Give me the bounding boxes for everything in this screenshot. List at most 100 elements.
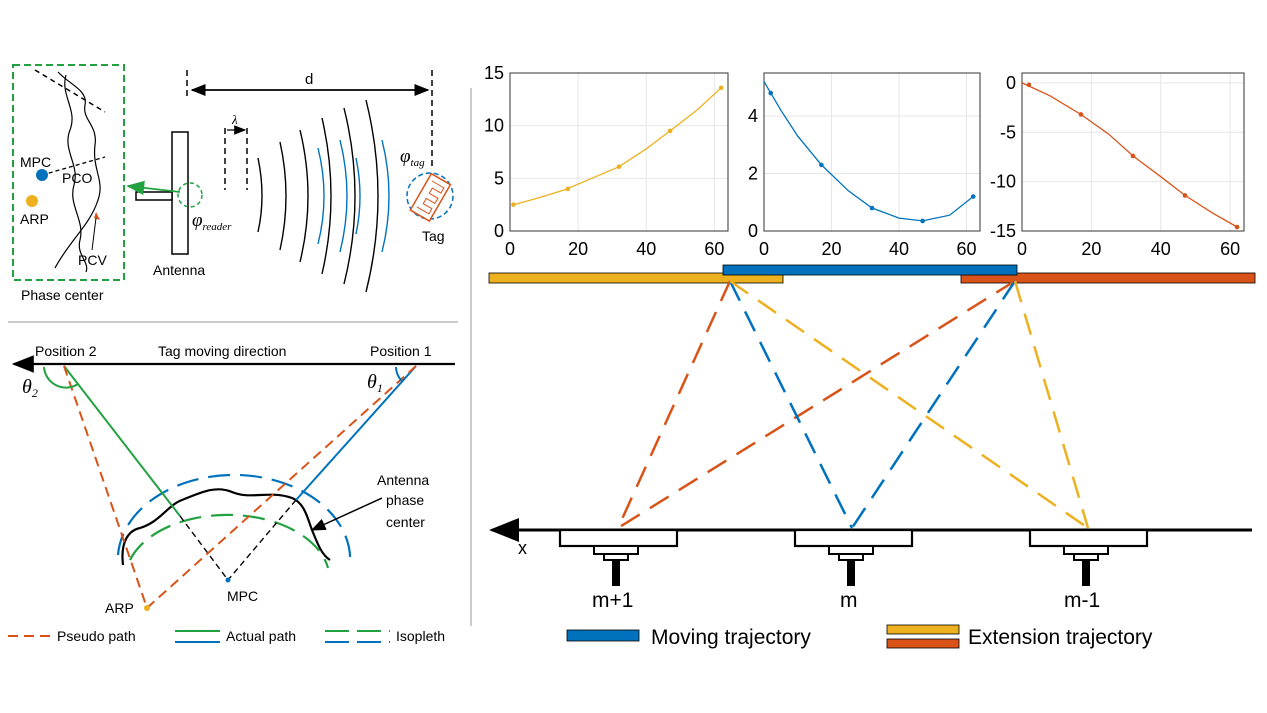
data-point bbox=[565, 186, 571, 192]
data-point bbox=[819, 162, 824, 168]
data-point bbox=[1026, 82, 1032, 88]
arp-label: ARP bbox=[105, 600, 134, 616]
data-point bbox=[511, 202, 516, 207]
y-tick-label: 2 bbox=[748, 164, 758, 184]
wavefront-black bbox=[365, 99, 379, 293]
mpc-path-left bbox=[179, 515, 229, 581]
antenna-base bbox=[838, 553, 864, 561]
antenna-mount bbox=[135, 191, 173, 201]
antenna-label-m-minus-1: m-1 bbox=[1064, 589, 1100, 612]
isopleth-blue-arc bbox=[116, 473, 352, 566]
antenna-housing bbox=[1028, 528, 1149, 548]
antenna-label-m: m bbox=[840, 589, 858, 612]
theta2-label: θ2 bbox=[22, 376, 38, 400]
wavefront-blue bbox=[339, 139, 348, 253]
y-tick-label: 0 bbox=[748, 221, 758, 241]
extension-bar-yellow bbox=[488, 272, 784, 284]
actual-path-blue bbox=[295, 365, 417, 501]
antenna-bracket bbox=[828, 545, 874, 555]
x-tick-label: 0 bbox=[505, 239, 515, 259]
antenna-phase-center-curve bbox=[121, 488, 331, 566]
tag-coil bbox=[416, 180, 445, 215]
phi-tag-label: φtag bbox=[400, 146, 425, 169]
theta1-arc bbox=[395, 366, 403, 382]
moving-bar-blue bbox=[722, 264, 1018, 276]
chart-2: 0 20 40 60 0 2 4 bbox=[748, 72, 981, 259]
x-tick-label: 40 bbox=[1151, 239, 1171, 259]
y-tick-label: -15 bbox=[990, 221, 1016, 241]
legend-moving-label: Moving trajectory bbox=[651, 626, 811, 649]
d-label: d bbox=[305, 71, 313, 88]
legend-isopleth-label: Isopleth bbox=[396, 628, 445, 644]
wavefront-blue bbox=[317, 147, 325, 245]
data-point bbox=[768, 90, 774, 96]
path-blue-right bbox=[850, 280, 1017, 529]
legend-pseudo-label: Pseudo path bbox=[57, 628, 136, 644]
x-axis-label: x bbox=[518, 538, 527, 558]
antenna-m-plus-1 bbox=[558, 528, 679, 586]
isopleth-green-arc bbox=[129, 513, 330, 569]
antenna-tag-panel: d φreader Antenna λ bbox=[126, 70, 454, 293]
y-tick-label: 10 bbox=[484, 116, 504, 136]
x-tick-label: 20 bbox=[568, 239, 588, 259]
data-point bbox=[920, 218, 925, 224]
path-orange-right bbox=[617, 279, 1016, 530]
pcv-label: PCV bbox=[78, 252, 107, 268]
phi-reader-label: φreader bbox=[192, 210, 232, 233]
tag-label: Tag bbox=[422, 228, 445, 244]
series-line bbox=[763, 81, 974, 222]
antenna-bracket bbox=[1063, 545, 1109, 555]
path-yellow-left bbox=[729, 279, 1089, 530]
y-tick-label: -5 bbox=[1000, 122, 1016, 142]
apc-label-line3: center bbox=[386, 514, 425, 530]
path-yellow-right bbox=[1013, 280, 1090, 529]
data-point bbox=[667, 128, 673, 134]
antenna-base bbox=[1073, 553, 1099, 561]
chart-frame bbox=[509, 72, 729, 232]
mpc-label: MPC bbox=[20, 154, 51, 170]
path-orange-left bbox=[616, 280, 732, 529]
data-point bbox=[1182, 193, 1188, 198]
antenna-base bbox=[603, 553, 629, 561]
wavefront-blue bbox=[381, 139, 390, 253]
pco-line bbox=[41, 156, 106, 176]
antenna-label: Antenna bbox=[153, 262, 205, 278]
arp-point bbox=[144, 605, 150, 611]
tag-icon bbox=[409, 172, 452, 223]
x-tick-label: 60 bbox=[956, 239, 976, 259]
pcv-marker bbox=[94, 212, 100, 220]
antenna-housing bbox=[558, 528, 679, 548]
phase-center-box bbox=[12, 64, 125, 281]
extension-bar-orange bbox=[960, 272, 1256, 284]
phase-wave-1 bbox=[54, 71, 101, 269]
antenna-panel-plate bbox=[171, 131, 189, 255]
legend-extension-yellow bbox=[886, 624, 960, 635]
arp-dot bbox=[26, 195, 38, 207]
reference-dashed-line bbox=[34, 69, 106, 113]
antenna-m-minus-1 bbox=[1028, 528, 1149, 586]
wavefront-black bbox=[321, 117, 332, 275]
antenna-bracket bbox=[593, 545, 639, 555]
trajectory-panel: x m+1 m m-1 Moving trajectory Extension bbox=[488, 264, 1256, 649]
chart-frame bbox=[1021, 72, 1245, 232]
wavefront-black bbox=[257, 157, 263, 233]
chart-frame bbox=[763, 72, 981, 232]
chart-1: 0 20 40 60 0 5 10 15 bbox=[484, 63, 729, 259]
mpc-label: MPC bbox=[227, 588, 258, 604]
data-point bbox=[1078, 112, 1084, 117]
x-tick-label: 20 bbox=[821, 239, 841, 259]
lambda-label: λ bbox=[231, 112, 238, 127]
antenna-label-m-plus-1: m+1 bbox=[592, 589, 633, 612]
pco-label: PCO bbox=[62, 170, 92, 186]
reader-phase-circle bbox=[177, 182, 203, 208]
y-tick-label: 5 bbox=[494, 168, 504, 188]
wavefront-black bbox=[279, 141, 287, 251]
data-point bbox=[616, 164, 622, 170]
phase-wave-2 bbox=[64, 74, 88, 273]
path-blue-left bbox=[728, 280, 854, 529]
phase-center-caption: Phase center bbox=[21, 287, 104, 303]
trajectory-paths bbox=[616, 279, 1090, 530]
mpc-dot bbox=[36, 169, 48, 181]
data-point bbox=[718, 85, 724, 91]
